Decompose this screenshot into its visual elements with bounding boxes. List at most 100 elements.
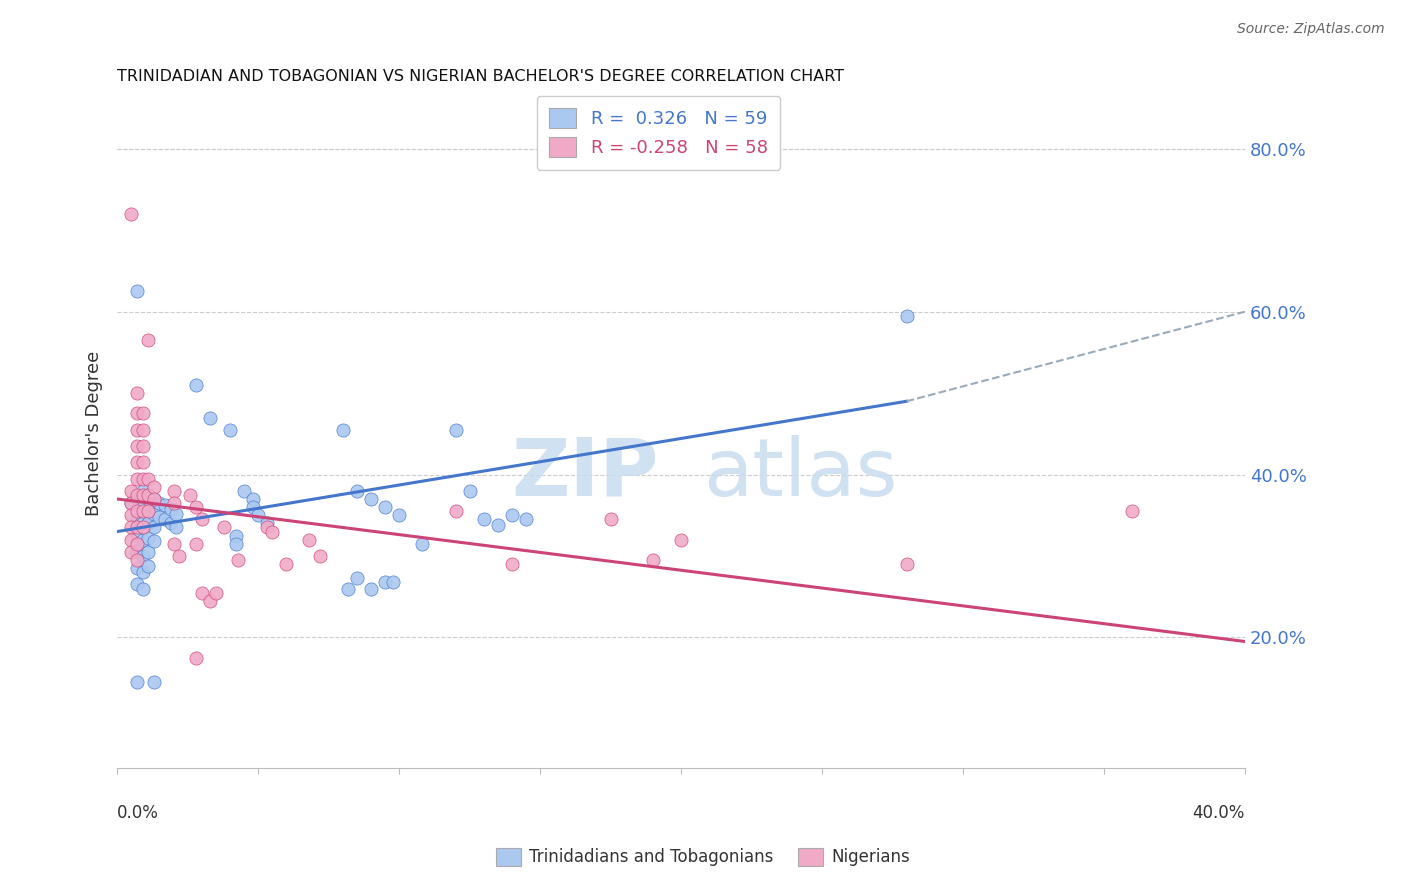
Point xyxy=(136,504,159,518)
Y-axis label: Bachelor's Degree: Bachelor's Degree xyxy=(86,351,103,516)
Point xyxy=(298,533,321,547)
Point xyxy=(256,516,278,531)
Point xyxy=(120,520,142,534)
Point xyxy=(125,537,148,551)
Point xyxy=(136,488,159,502)
Point xyxy=(219,423,242,437)
Point xyxy=(153,512,176,526)
Point xyxy=(184,650,207,665)
Point xyxy=(599,512,621,526)
Point xyxy=(214,520,236,534)
Point xyxy=(136,501,159,516)
Point xyxy=(125,455,148,469)
Point xyxy=(131,504,153,518)
Point xyxy=(242,500,264,515)
Point xyxy=(131,582,153,596)
Point xyxy=(131,516,153,531)
Text: ZIP: ZIP xyxy=(512,435,658,513)
Point xyxy=(131,566,153,580)
Point xyxy=(337,582,360,596)
Legend: Trinidadians and Tobagonians, Nigerians: Trinidadians and Tobagonians, Nigerians xyxy=(489,841,917,873)
Point xyxy=(501,508,523,523)
Point xyxy=(120,483,142,498)
Point xyxy=(120,496,142,510)
Point xyxy=(142,675,165,690)
Point xyxy=(360,582,382,596)
Point xyxy=(191,512,214,526)
Point xyxy=(125,423,148,437)
Point xyxy=(125,285,148,299)
Point xyxy=(458,483,481,498)
Point xyxy=(309,549,332,563)
Point xyxy=(159,501,181,516)
Point xyxy=(125,504,148,518)
Point xyxy=(148,509,170,524)
Point xyxy=(200,594,222,608)
Point xyxy=(228,553,250,567)
Point xyxy=(162,483,184,498)
Point xyxy=(120,508,142,523)
Point xyxy=(136,545,159,559)
Point xyxy=(159,516,181,531)
Point xyxy=(515,512,537,526)
Point xyxy=(125,512,148,526)
Point xyxy=(200,410,222,425)
Point xyxy=(131,455,153,469)
Point xyxy=(256,520,278,534)
Point xyxy=(233,483,256,498)
Point xyxy=(346,483,368,498)
Point xyxy=(641,553,664,567)
Point xyxy=(125,528,148,542)
Point xyxy=(162,496,184,510)
Point xyxy=(125,439,148,453)
Point xyxy=(131,423,153,437)
Point xyxy=(669,533,692,547)
Point xyxy=(247,508,270,523)
Point xyxy=(120,496,142,510)
Point xyxy=(162,537,184,551)
Point xyxy=(131,439,153,453)
Point xyxy=(136,531,159,545)
Text: Source: ZipAtlas.com: Source: ZipAtlas.com xyxy=(1237,22,1385,37)
Point xyxy=(142,491,165,506)
Point xyxy=(136,516,159,531)
Point xyxy=(131,483,153,498)
Point xyxy=(262,524,284,539)
Point xyxy=(125,561,148,575)
Point xyxy=(136,472,159,486)
Point xyxy=(153,499,176,513)
Point xyxy=(120,533,142,547)
Point xyxy=(131,500,153,515)
Point xyxy=(276,557,298,571)
Legend: R =  0.326   N = 59, R = -0.258   N = 58: R = 0.326 N = 59, R = -0.258 N = 58 xyxy=(537,95,780,169)
Point xyxy=(191,585,214,599)
Point xyxy=(184,500,207,515)
Point xyxy=(131,488,153,502)
Point xyxy=(382,575,405,590)
Point xyxy=(125,407,148,421)
Point xyxy=(360,491,382,506)
Point xyxy=(184,378,207,392)
Point xyxy=(125,520,148,534)
Point xyxy=(346,571,368,585)
Point xyxy=(131,407,153,421)
Point xyxy=(388,508,411,523)
Point xyxy=(142,491,165,506)
Point xyxy=(131,533,153,547)
Point xyxy=(142,520,165,534)
Point xyxy=(374,500,396,515)
Point xyxy=(165,520,187,534)
Point xyxy=(120,545,142,559)
Point xyxy=(374,575,396,590)
Point xyxy=(125,488,148,502)
Point xyxy=(131,549,153,563)
Point xyxy=(125,545,148,559)
Point xyxy=(125,553,148,567)
Point xyxy=(136,333,159,347)
Point xyxy=(411,537,433,551)
Point xyxy=(125,386,148,401)
Point xyxy=(125,472,148,486)
Point xyxy=(1121,504,1143,518)
Point xyxy=(136,558,159,573)
Point xyxy=(486,518,509,533)
